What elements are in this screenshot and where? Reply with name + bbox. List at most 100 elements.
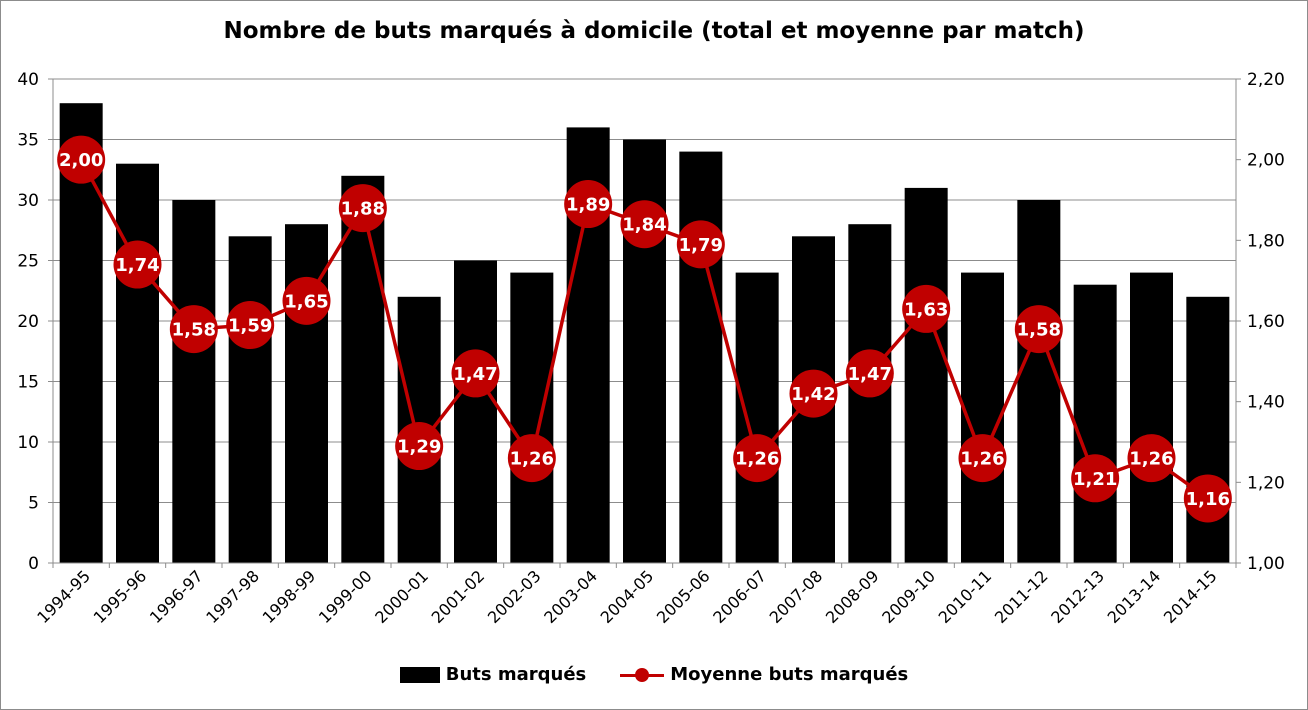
x-axis-category-label: 1998-99 — [259, 566, 320, 627]
average-marker — [395, 422, 444, 471]
average-data-label: 2,00 — [59, 150, 103, 171]
average-data-label: 1,26 — [735, 449, 779, 470]
x-axis-category-label: 2010-11 — [935, 566, 996, 627]
x-axis-category-label: 2011-12 — [991, 566, 1052, 627]
legend: Buts marqués Moyenne buts marqués — [0, 664, 1308, 685]
x-axis-category-label: 1999-00 — [315, 566, 376, 627]
x-axis-category-label: 2009-10 — [878, 566, 939, 627]
right-axis-tick-label: 1,20 — [1247, 473, 1285, 493]
right-axis-tick-label: 2,20 — [1247, 70, 1285, 90]
average-data-label: 1,58 — [172, 320, 216, 341]
right-axis-tick-label: 1,80 — [1247, 231, 1285, 251]
average-data-label: 1,29 — [397, 437, 441, 458]
left-axis-tick-label: 20 — [17, 312, 39, 332]
average-data-label: 1,79 — [679, 235, 723, 256]
average-marker — [789, 369, 838, 418]
left-axis-tick-label: 25 — [17, 252, 39, 272]
bar — [228, 236, 272, 564]
bar — [341, 175, 385, 564]
average-data-label: 1,21 — [1073, 469, 1117, 490]
average-marker — [676, 220, 725, 269]
average-marker — [1014, 305, 1063, 354]
bar — [735, 272, 779, 563]
legend-item-bars: Buts marqués — [399, 664, 587, 685]
legend-line-swatch — [620, 666, 665, 684]
average-data-label: 1,74 — [115, 255, 159, 276]
legend-item-line: Moyenne buts marqués — [620, 664, 908, 685]
legend-label-line: Moyenne buts marqués — [670, 664, 909, 685]
average-marker — [57, 135, 106, 184]
average-marker — [902, 284, 951, 333]
right-axis-tick-label: 1,60 — [1247, 312, 1285, 332]
average-data-label: 1,26 — [960, 449, 1004, 470]
average-data-label: 1,89 — [566, 195, 610, 216]
average-marker — [733, 434, 782, 483]
x-axis-category-label: 1996-97 — [146, 566, 207, 627]
x-axis-category-label: 2003-04 — [540, 566, 601, 627]
x-axis-category-label: 2006-07 — [709, 566, 770, 627]
x-axis-category-label: 1995-96 — [90, 566, 151, 627]
average-marker — [620, 200, 669, 249]
x-axis-category-label: 1997-98 — [202, 566, 263, 627]
average-data-label: 1,88 — [341, 199, 385, 220]
average-data-label: 1,16 — [1186, 489, 1230, 510]
left-axis-tick-label: 40 — [17, 70, 39, 90]
left-axis-tick-label: 10 — [17, 433, 39, 453]
x-axis-category-label: 2014-15 — [1160, 566, 1221, 627]
x-axis-category-label: 2012-13 — [1047, 566, 1108, 627]
x-axis-category-label: 2008-09 — [822, 566, 883, 627]
left-axis-tick-label: 15 — [17, 373, 39, 393]
average-data-label: 1,65 — [284, 291, 328, 312]
bar — [454, 260, 497, 563]
average-marker — [564, 180, 613, 229]
bar — [904, 187, 948, 563]
left-axis-tick-label: 5 — [28, 494, 39, 514]
x-axis-category-label: 2001-02 — [428, 566, 489, 627]
average-marker — [226, 301, 275, 350]
average-marker — [169, 305, 218, 354]
bar — [510, 272, 554, 563]
average-marker — [845, 349, 894, 398]
average-data-label: 1,58 — [1017, 320, 1061, 341]
average-marker — [1183, 474, 1232, 523]
average-data-label: 1,26 — [1129, 449, 1173, 470]
x-axis-category-label: 2013-14 — [1104, 566, 1165, 627]
average-data-label: 1,84 — [622, 215, 666, 236]
legend-bar-swatch — [399, 666, 440, 683]
bar — [679, 151, 723, 563]
right-axis-tick-label: 1,00 — [1247, 554, 1285, 574]
average-marker — [113, 240, 162, 289]
average-marker — [338, 184, 387, 233]
right-axis-tick-label: 2,00 — [1247, 151, 1285, 171]
x-axis-category-label: 2000-01 — [371, 566, 432, 627]
bar — [1073, 284, 1117, 563]
average-data-label: 1,47 — [848, 364, 892, 385]
average-marker — [282, 276, 331, 325]
left-axis-tick-label: 30 — [17, 191, 39, 211]
x-axis-category-label: 2004-05 — [597, 566, 658, 627]
average-data-label: 1,26 — [510, 449, 554, 470]
x-axis-category-label: 2007-08 — [766, 566, 827, 627]
x-axis-category-label: 2002-03 — [484, 566, 545, 627]
right-axis-tick-label: 1,40 — [1247, 393, 1285, 413]
bar — [1017, 200, 1061, 563]
average-data-label: 1,59 — [228, 316, 272, 337]
average-marker — [507, 434, 556, 483]
chart-title: Nombre de buts marqués à domicile (total… — [223, 18, 1085, 44]
average-data-label: 1,47 — [453, 364, 497, 385]
x-axis-category-label: 1994-95 — [33, 566, 94, 627]
bar — [1186, 296, 1230, 563]
legend-label-bars: Buts marqués — [445, 664, 587, 685]
x-axis-category-label: 2005-06 — [653, 566, 714, 627]
bar — [116, 163, 159, 563]
bar — [1130, 272, 1173, 563]
average-marker — [451, 349, 500, 398]
bar — [172, 200, 216, 563]
average-marker — [1127, 434, 1176, 483]
average-marker — [1071, 454, 1120, 503]
left-axis-tick-label: 0 — [28, 554, 39, 574]
average-data-label: 1,63 — [904, 299, 948, 320]
average-data-label: 1,42 — [791, 384, 835, 405]
average-marker — [958, 434, 1007, 483]
